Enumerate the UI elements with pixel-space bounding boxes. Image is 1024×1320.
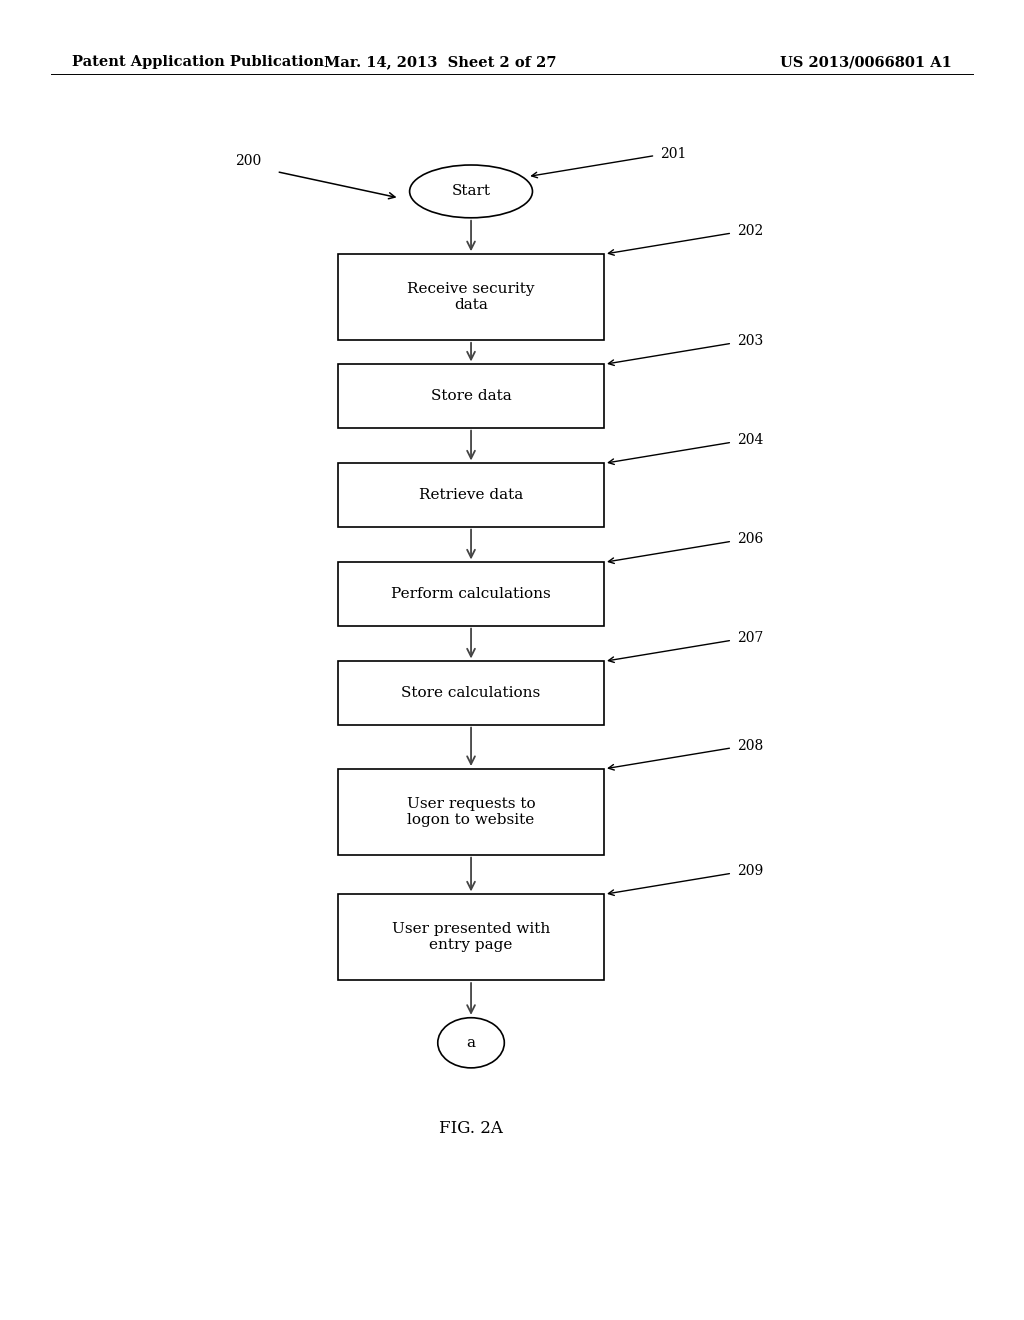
Text: User requests to
logon to website: User requests to logon to website	[407, 797, 536, 826]
Text: Start: Start	[452, 185, 490, 198]
Text: a: a	[467, 1036, 475, 1049]
Text: Perform calculations: Perform calculations	[391, 587, 551, 601]
Text: 202: 202	[737, 224, 764, 238]
Text: Store data: Store data	[431, 389, 511, 403]
Text: 206: 206	[737, 532, 764, 546]
Text: Receive security
data: Receive security data	[408, 282, 535, 312]
Text: User presented with
entry page: User presented with entry page	[392, 923, 550, 952]
Text: US 2013/0066801 A1: US 2013/0066801 A1	[780, 55, 952, 70]
Text: Mar. 14, 2013  Sheet 2 of 27: Mar. 14, 2013 Sheet 2 of 27	[324, 55, 557, 70]
Text: 204: 204	[737, 433, 764, 447]
Text: 208: 208	[737, 739, 764, 752]
Text: Retrieve data: Retrieve data	[419, 488, 523, 502]
Text: 200: 200	[236, 153, 262, 168]
Text: Patent Application Publication: Patent Application Publication	[72, 55, 324, 70]
Text: Store calculations: Store calculations	[401, 686, 541, 700]
Text: FIG. 2A: FIG. 2A	[439, 1121, 503, 1137]
Text: 201: 201	[660, 147, 687, 161]
Text: 207: 207	[737, 631, 764, 645]
Text: 209: 209	[737, 865, 764, 879]
Text: 203: 203	[737, 334, 764, 348]
